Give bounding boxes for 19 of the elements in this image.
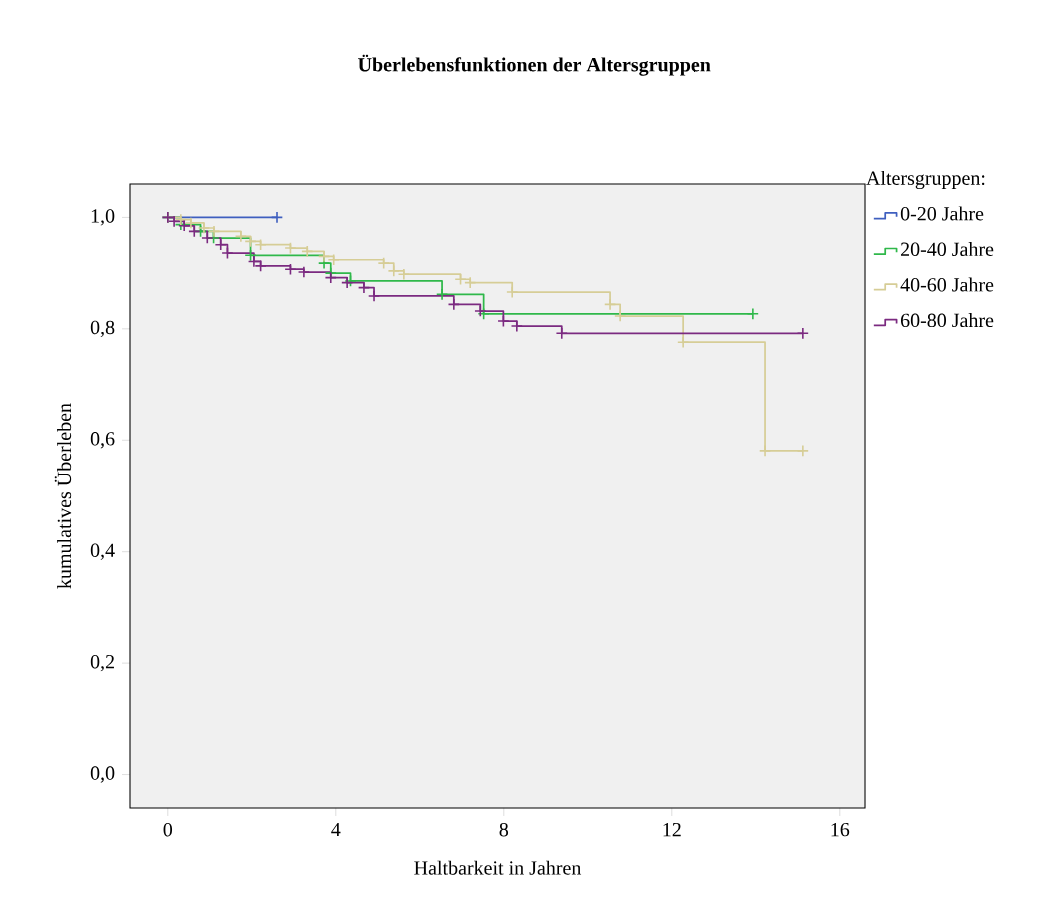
- legend-label: 0-20 Jahre: [900, 206, 984, 221]
- x-tick-label: 4: [331, 822, 341, 837]
- legend-label: 40-60 Jahre: [900, 277, 994, 292]
- y-tick-label: 0,8: [90, 320, 115, 338]
- chart-title: Überlebensfunktionen der Altersgruppen: [358, 54, 711, 76]
- y-axis-title: kumulatives Überleben: [54, 403, 72, 589]
- y-tick-label: 0,0: [90, 766, 115, 783]
- x-tick-label: 8: [499, 822, 509, 837]
- x-tick-label: 12: [663, 822, 681, 837]
- x-axis-title: Haltbarkeit in Jahren: [414, 860, 582, 875]
- legend-label: 20-40 Jahre: [901, 241, 994, 257]
- y-tick-label: 0,6: [90, 432, 115, 449]
- legend-label: 60-80 Jahre: [900, 313, 994, 328]
- x-tick-label: 0: [163, 822, 173, 837]
- y-tick-label: 0,2: [90, 654, 114, 672]
- legend-title: Altersgruppen:: [866, 170, 985, 190]
- y-tick-label: 0,4: [90, 543, 115, 560]
- x-tick-label: 16: [831, 822, 850, 837]
- y-tick-label: 1,0: [91, 209, 115, 226]
